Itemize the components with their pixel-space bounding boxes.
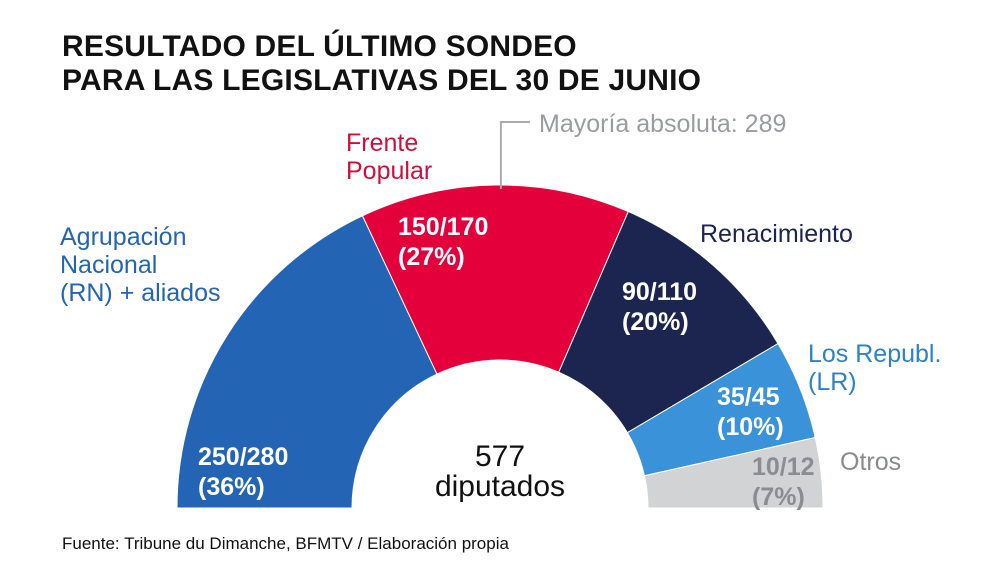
value-label-renacimiento: 90/110: [622, 278, 697, 306]
legend-label-agrupacion-3: (RN) + aliados: [60, 279, 220, 307]
source-note: Fuente: Tribune du Dimanche, BFMTV / Ela…: [62, 534, 509, 553]
percent-label-los-republ: (10%): [717, 413, 784, 441]
seat-segments: [176, 184, 824, 509]
chart-title-line-2: PARA LAS LEGISLATIVAS DEL 30 DE JUNIO: [62, 64, 702, 97]
percent-label-otros: (7%): [752, 483, 805, 511]
majority-label: Mayoría absoluta: 289: [539, 110, 786, 138]
majority-marker-line: [499, 121, 530, 190]
value-label-frente: 150/170: [398, 213, 488, 241]
value-label-otros: 10/12: [752, 453, 815, 481]
legend-label-frente-2: Popular: [346, 157, 432, 185]
value-label-agrupacion: 250/280: [198, 443, 288, 471]
segment-agrupacion: [176, 215, 438, 509]
segment-otros: [643, 436, 824, 509]
chart-title-line-1: RESULTADO DEL ÚLTIMO SONDEO: [62, 30, 577, 63]
legend-label-agrupacion-1: Agrupación: [60, 223, 186, 251]
chart-labels: 250/280(36%) 150/170(27%) 90/110(20%) 35/45…: [60, 110, 941, 511]
segment-frente: [361, 184, 629, 375]
legend-label-agrupacion-2: Nacional: [60, 251, 157, 279]
total-seats-label: diputados: [435, 470, 565, 503]
legend-label-renacimiento-1: Renacimiento: [700, 220, 853, 248]
total-seats-number: 577: [475, 440, 525, 473]
legend-label-los-republ-2: (LR): [808, 368, 857, 396]
percent-label-renacimiento: (20%): [622, 308, 689, 336]
percent-label-frente: (27%): [398, 243, 465, 271]
value-label-los-republ: 35/45: [717, 383, 780, 411]
percent-label-agrupacion: (36%): [198, 473, 265, 501]
legend-label-otros-1: Otros: [840, 448, 901, 476]
legend-label-los-republ-1: Los Republ.: [808, 340, 941, 368]
legend-label-frente-1: Frente: [346, 129, 418, 157]
